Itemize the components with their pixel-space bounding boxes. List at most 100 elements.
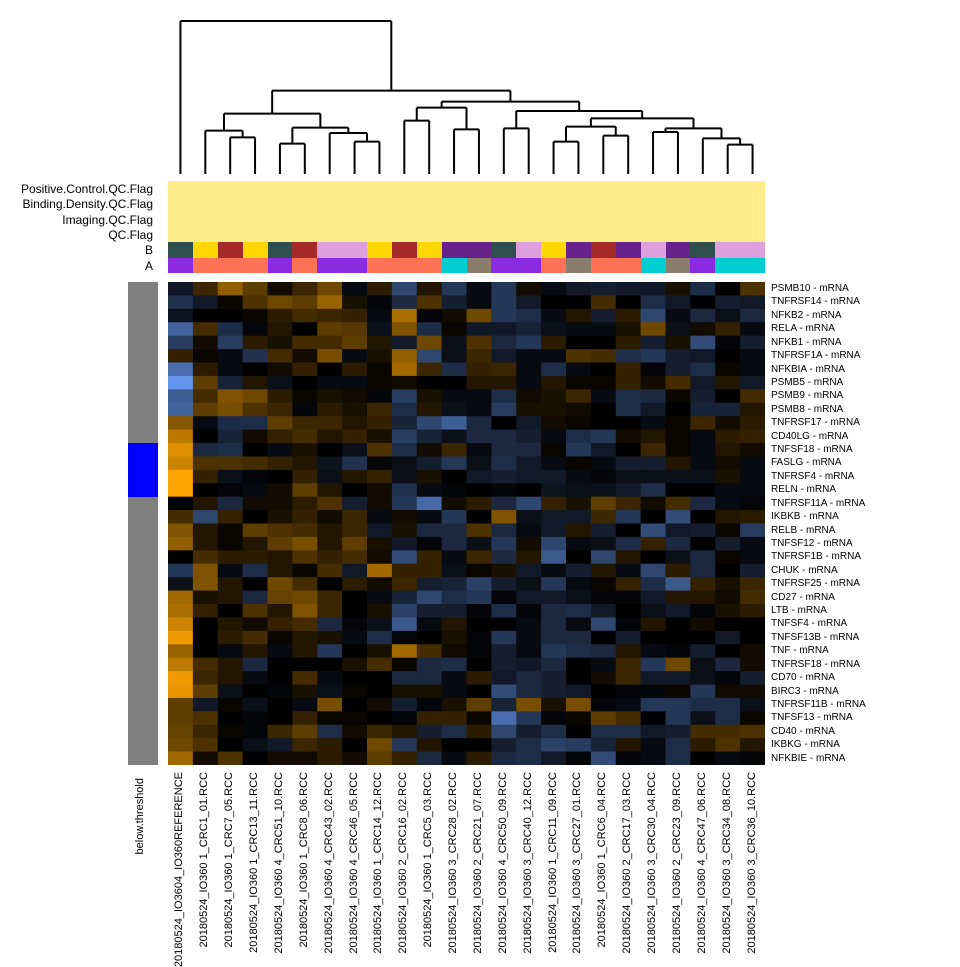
annotation-cell — [665, 196, 691, 212]
heatmap-cell — [566, 416, 592, 431]
heatmap-cell — [292, 443, 318, 457]
heatmap-cell — [615, 375, 642, 390]
annotation-cell — [391, 196, 417, 212]
heatmap-cell — [715, 483, 741, 498]
heatmap-cell — [590, 282, 617, 296]
heatmap-cell — [416, 322, 443, 337]
heatmap-cell — [740, 523, 765, 538]
heatmap-cell — [541, 469, 567, 484]
heatmap-cell — [242, 282, 268, 296]
column-label: 20180524_IO360 2_CRC23_09.RCC — [670, 772, 683, 954]
column-label: 20180524_IO360 4_CRC46_05.RCC — [347, 772, 360, 954]
heatmap-cell — [391, 282, 418, 296]
heatmap-cell — [242, 456, 268, 471]
heatmap-cell — [516, 456, 542, 471]
row-annotation-cell — [128, 322, 158, 336]
heatmap-cell — [615, 429, 642, 444]
heatmap-cell — [416, 362, 443, 377]
column-label: 20180524_IO360 3_CRC36_10.RCC — [745, 772, 758, 954]
row-annotation-cell — [128, 697, 158, 711]
heatmap-cell — [242, 335, 268, 350]
annotation-cell — [391, 211, 417, 227]
row-annotation-cell — [128, 670, 158, 685]
heatmap-cell — [267, 308, 293, 323]
heatmap-cell — [665, 523, 691, 538]
annotation-cell — [342, 181, 367, 197]
heatmap-cell — [292, 429, 318, 444]
heatmap-cell — [516, 684, 542, 699]
annotation-cell — [292, 181, 318, 197]
heatmap-cell — [715, 443, 741, 457]
heatmap-cell — [590, 563, 617, 578]
column-label: 20180524_IO360 1_CRC6_04.RCC — [596, 772, 609, 948]
column-label: 20180524_IO360 2_CRC17_03.RCC — [621, 772, 634, 954]
heatmap-cell — [217, 456, 244, 471]
heatmap-cell — [466, 510, 492, 524]
heatmap-cell — [192, 402, 219, 417]
heatmap-cell — [192, 684, 219, 699]
heatmap-cell — [267, 697, 293, 712]
heatmap-cell — [367, 697, 393, 712]
heatmap-cell — [615, 711, 642, 726]
heatmap-cell — [267, 630, 293, 645]
heatmap-cell — [367, 590, 393, 605]
heatmap-cell — [615, 282, 642, 296]
column-label: 20180524_IO360 2_CRC16_02.RCC — [397, 772, 410, 954]
heatmap-cell — [541, 711, 567, 726]
column-label: 20180524_IO360 1_CRC13_11.RCC — [248, 772, 261, 953]
heatmap-cell — [690, 590, 716, 605]
heatmap-cell — [168, 375, 194, 390]
annotation-cell — [491, 242, 517, 258]
heatmap-cell — [192, 389, 219, 404]
heatmap-cell — [168, 469, 194, 484]
annotation-cell — [690, 242, 716, 258]
heatmap-cell — [466, 483, 492, 498]
heatmap-cell — [690, 697, 716, 712]
heatmap-cell — [541, 630, 567, 645]
heatmap-cell — [590, 751, 617, 765]
heatmap-cell — [516, 308, 542, 323]
heatmap-cell — [690, 536, 716, 551]
heatmap-cell — [690, 644, 716, 659]
heatmap-cell — [640, 657, 666, 672]
heatmap-cell — [615, 469, 642, 484]
heatmap-cell — [441, 738, 467, 753]
heatmap-cell — [615, 510, 642, 524]
annotation-cell — [491, 211, 517, 227]
annotation-cell — [665, 257, 691, 273]
heatmap-cell — [242, 402, 268, 417]
heatmap-cell — [367, 751, 393, 765]
heatmap-cell — [690, 617, 716, 632]
annotation-cell — [242, 181, 268, 197]
heatmap-cell — [491, 282, 517, 296]
heatmap-cell — [217, 335, 244, 350]
annotation-cell — [317, 226, 343, 242]
heatmap-cell — [690, 510, 716, 524]
heatmap-cell — [615, 443, 642, 457]
heatmap-cell — [665, 322, 691, 337]
heatmap-cell — [342, 469, 368, 484]
heatmap-cell — [416, 671, 443, 685]
annotation-cell — [665, 226, 691, 242]
heatmap-cell — [391, 738, 418, 753]
heatmap-cell — [192, 711, 219, 726]
heatmap-cell — [292, 536, 318, 551]
heatmap-cell — [740, 550, 765, 565]
heatmap-cell — [441, 443, 467, 457]
heatmap-cell — [640, 496, 666, 511]
annotation-cell — [690, 211, 716, 227]
heatmap-cell — [242, 308, 268, 323]
heatmap-cell — [267, 617, 293, 632]
heatmap-cell — [615, 630, 642, 645]
heatmap-cell — [342, 308, 368, 323]
row-label: TNFSF18 - mRNA — [771, 444, 853, 455]
heatmap-cell — [168, 590, 194, 605]
annotation-cell — [242, 226, 268, 242]
heatmap-cell — [192, 469, 219, 484]
heatmap-cell — [715, 671, 741, 685]
column-label: 20180524_IO360 3_CRC40_12.RCC — [521, 772, 534, 954]
annotation-cell — [566, 196, 591, 212]
heatmap-cell — [516, 644, 542, 659]
annotation-cell — [715, 196, 741, 212]
heatmap-cell — [491, 349, 517, 363]
